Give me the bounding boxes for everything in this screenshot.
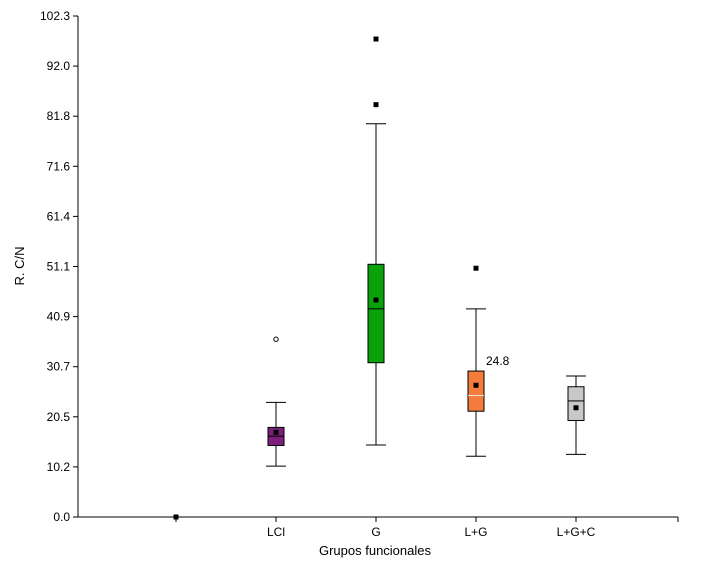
- y-tick-label: 51.1: [47, 260, 71, 274]
- outlier-point: [373, 102, 379, 108]
- x-tick-label: L+G+C: [557, 525, 596, 539]
- mean-point: [573, 405, 579, 411]
- box-G: [366, 36, 386, 446]
- box-L+G+C: [566, 375, 586, 455]
- y-tick-label: 40.9: [47, 310, 71, 324]
- x-tick-label: LCl: [267, 525, 285, 539]
- x-tick-label: G: [371, 525, 380, 539]
- y-axis: 0.0 10.2 20.5 30.7 40.9 51.1 61.4 71.6 81.8 92.0 1…: [40, 9, 79, 524]
- y-tick-label: 10.2: [47, 460, 71, 474]
- mean-point: [373, 297, 379, 303]
- box-iqr: [567, 386, 585, 422]
- y-axis-title: R. C/N: [12, 247, 27, 286]
- x-axis-title: Grupos funcionales: [319, 543, 432, 558]
- y-tick-label: 61.4: [47, 209, 71, 223]
- y-tick-label: 20.5: [47, 410, 71, 424]
- box-series: 24.8: [173, 36, 586, 520]
- x-axis: LCl G L+G L+G+C: [78, 516, 679, 539]
- mean-point: [173, 514, 179, 520]
- box-empty: [173, 514, 179, 520]
- box-iqr: [367, 263, 385, 364]
- box-LCl: [266, 336, 286, 467]
- y-tick-label: 92.0: [47, 59, 71, 73]
- y-tick-label: 71.6: [47, 159, 71, 173]
- mean-point: [473, 382, 479, 388]
- y-tick-label: 0.0: [53, 510, 70, 524]
- box-iqr: [467, 370, 485, 412]
- outlier-point: [273, 336, 279, 342]
- median-annotation: 24.8: [486, 354, 510, 368]
- y-tick-label: 102.3: [40, 9, 70, 23]
- outlier-point: [473, 265, 479, 271]
- y-tick-label: 30.7: [47, 360, 71, 374]
- y-tick-label: 81.8: [47, 109, 71, 123]
- box-L+G: 24.8: [466, 265, 510, 457]
- outlier-point: [373, 36, 379, 42]
- x-tick-label: L+G: [464, 525, 487, 539]
- mean-point: [273, 429, 279, 435]
